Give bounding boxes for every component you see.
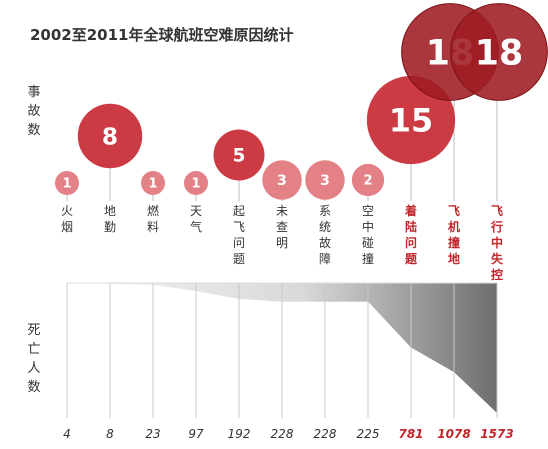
category-label-char: 行 xyxy=(490,219,503,234)
category-label-char: 中 xyxy=(491,235,503,250)
category-label-char: 天 xyxy=(190,204,202,218)
death-value: 1078 xyxy=(437,427,470,441)
category-label-char: 陆 xyxy=(405,219,417,234)
accident-bubble xyxy=(262,160,302,200)
death-value: 781 xyxy=(398,427,423,441)
category-label-char: 空 xyxy=(362,204,374,218)
accident-value: 1 xyxy=(62,177,71,192)
accident-bubble xyxy=(366,75,456,165)
accident-bubble xyxy=(184,171,208,195)
accident-value: 18 xyxy=(475,34,523,74)
accident-value: 15 xyxy=(389,103,433,139)
category-label-char: 起 xyxy=(233,204,245,218)
accident-bubble xyxy=(450,3,548,101)
death-value: 23 xyxy=(145,427,160,441)
category-label-char: 障 xyxy=(319,251,331,266)
category-label-char: 问 xyxy=(405,235,417,250)
deaths-axis-label-char: 人 xyxy=(27,361,40,376)
death-value: 8 xyxy=(106,427,114,441)
accident-bubble xyxy=(141,171,165,195)
category-label-char: 飞 xyxy=(491,204,503,218)
accident-value: 3 xyxy=(277,173,287,189)
category-label-char: 飞 xyxy=(448,204,460,218)
category-label-char: 燃 xyxy=(147,203,159,218)
accident-bubble xyxy=(305,160,345,200)
category-label-char: 地 xyxy=(448,251,460,266)
category-label-char: 气 xyxy=(190,219,202,234)
death-drop-lines xyxy=(66,283,498,418)
category-label-char: 飞 xyxy=(233,220,245,234)
deaths-axis-label-char: 死 xyxy=(27,323,40,338)
category-label: 未查明 xyxy=(276,204,288,250)
death-value: 228 xyxy=(314,427,337,441)
category-label-char: 未 xyxy=(276,204,288,218)
category-label: 地勤 xyxy=(104,204,116,234)
category-label-char: 查 xyxy=(276,220,288,234)
category-label: 天气 xyxy=(190,204,202,234)
category-label-char: 烟 xyxy=(61,220,73,234)
accident-value: 1 xyxy=(191,177,200,192)
category-label-char: 料 xyxy=(147,220,159,234)
accident-bubble xyxy=(77,103,143,169)
accident-bubble xyxy=(55,171,79,195)
death-values: 4 8 23 97 192 228 228 225 781 1078 1573 xyxy=(63,427,514,441)
death-value: 228 xyxy=(271,427,294,441)
chart-title: 2002至2011年全球航班空难原因统计 xyxy=(30,26,294,44)
category-label-char: 题 xyxy=(233,252,245,266)
category-label-char: 故 xyxy=(319,235,331,250)
accident-bubble xyxy=(213,129,265,181)
death-value: 225 xyxy=(357,427,380,441)
category-label-char: 系 xyxy=(319,204,331,218)
category-label: 燃料 xyxy=(147,203,159,234)
death-value: 4 xyxy=(63,427,71,441)
category-label-char: 碰 xyxy=(362,236,374,250)
category-label-char: 失 xyxy=(491,251,504,266)
death-value: 192 xyxy=(228,427,251,441)
category-label-char: 机 xyxy=(448,219,460,234)
accident-value: 1 xyxy=(148,177,157,192)
deaths-area xyxy=(67,283,497,413)
deaths-axis-label-char: 亡 xyxy=(27,342,40,357)
accident-value: 8 xyxy=(102,123,118,150)
category-label-char: 着 xyxy=(404,203,417,218)
accident-value: 5 xyxy=(233,146,246,167)
category-label-char: 火 xyxy=(61,204,73,218)
accidents-axis-label-char: 故 xyxy=(27,104,40,119)
category-label-char: 撞 xyxy=(448,235,460,250)
category-label-char: 明 xyxy=(276,236,288,250)
category-label-char: 勤 xyxy=(104,220,116,234)
category-label-char: 统 xyxy=(319,220,331,234)
accident-value: 3 xyxy=(320,173,330,189)
accidents-axis-label-char: 数 xyxy=(27,123,40,138)
deaths-axis-label-char: 数 xyxy=(27,380,40,395)
accident-bubble xyxy=(351,163,385,197)
category-label: 火烟 xyxy=(61,204,73,234)
death-value: 1573 xyxy=(480,427,513,441)
category-label-char: 问 xyxy=(233,236,245,250)
category-label-char: 中 xyxy=(362,219,374,234)
category-label-char: 控 xyxy=(491,267,503,282)
accidents-axis-label: 事故数 xyxy=(27,85,40,138)
accident-value: 2 xyxy=(363,174,372,189)
death-value: 97 xyxy=(188,427,204,441)
category-label-char: 撞 xyxy=(362,251,374,266)
category-label-char: 地 xyxy=(104,204,116,218)
accidents-axis-label-char: 事 xyxy=(27,85,40,100)
category-label-char: 题 xyxy=(405,252,418,266)
